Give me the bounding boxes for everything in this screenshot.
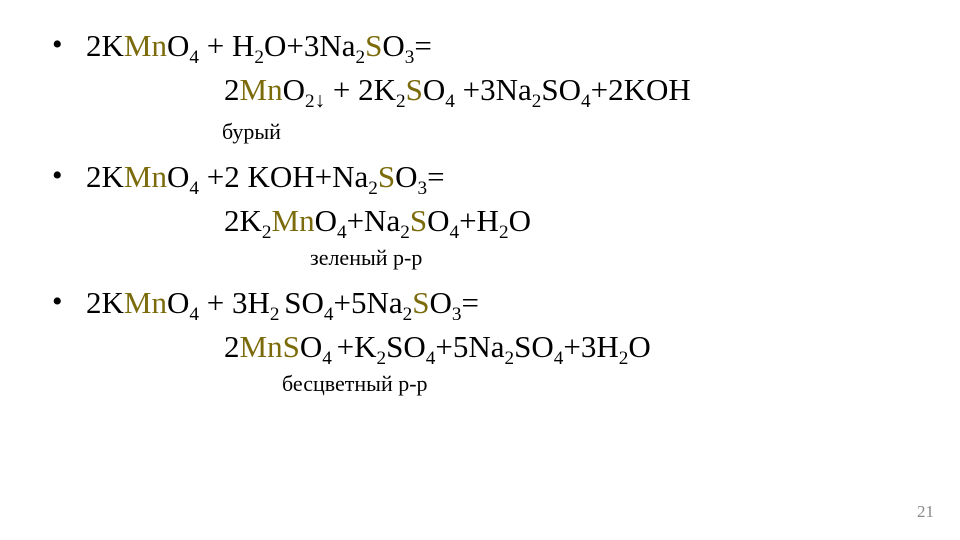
equation-block: •2KMnO4 +2 KOH+Na2SO3= 2K2MnO4+Na2SO4+H2O… xyxy=(52,159,950,271)
bullet-icon: • xyxy=(52,28,86,62)
equation-line-1: •2KMnO4 +2 KOH+Na2SO3= xyxy=(52,159,950,195)
bullet-icon: • xyxy=(52,285,86,319)
equation-line-2: 2MnO2↓ + 2K2SO4 +3Na2SO4+2KOH xyxy=(52,72,950,113)
equation-label: бесцветный р-р xyxy=(52,371,950,397)
equation-line-2: 2MnSO4 +K2SO4+5Na2SO4+3H2O xyxy=(52,329,950,365)
equation-line-2: 2K2MnO4+Na2SO4+H2O xyxy=(52,203,950,239)
equation-label: бурый xyxy=(52,119,950,145)
bullet-icon: • xyxy=(52,159,86,193)
equation-block: •2KMnO4 + 3H2 SO4+5Na2SO3= 2MnSO4 +K2SO4+… xyxy=(52,285,950,397)
formula-text: 2KMnO4 +2 KOH+Na2SO3= xyxy=(86,159,445,195)
equation-line-1: •2KMnO4 + H2O+3Na2SO3= xyxy=(52,28,950,64)
page-number: 21 xyxy=(917,502,934,522)
equations-container: •2KMnO4 + H2O+3Na2SO3=2MnO2↓ + 2K2SO4 +3… xyxy=(52,28,950,397)
slide: •2KMnO4 + H2O+3Na2SO3=2MnO2↓ + 2K2SO4 +3… xyxy=(0,0,960,540)
equation-label: зеленый р-р xyxy=(52,245,950,271)
equation-line-1: •2KMnO4 + 3H2 SO4+5Na2SO3= xyxy=(52,285,950,321)
equation-block: •2KMnO4 + H2O+3Na2SO3= 2MnO2↓ + 2K2SO4 +3… xyxy=(52,28,950,145)
formula-text: 2KMnO4 + 3H2 SO4+5Na2SO3= xyxy=(86,285,479,321)
formula-text: 2KMnO4 + H2O+3Na2SO3= xyxy=(86,28,432,64)
